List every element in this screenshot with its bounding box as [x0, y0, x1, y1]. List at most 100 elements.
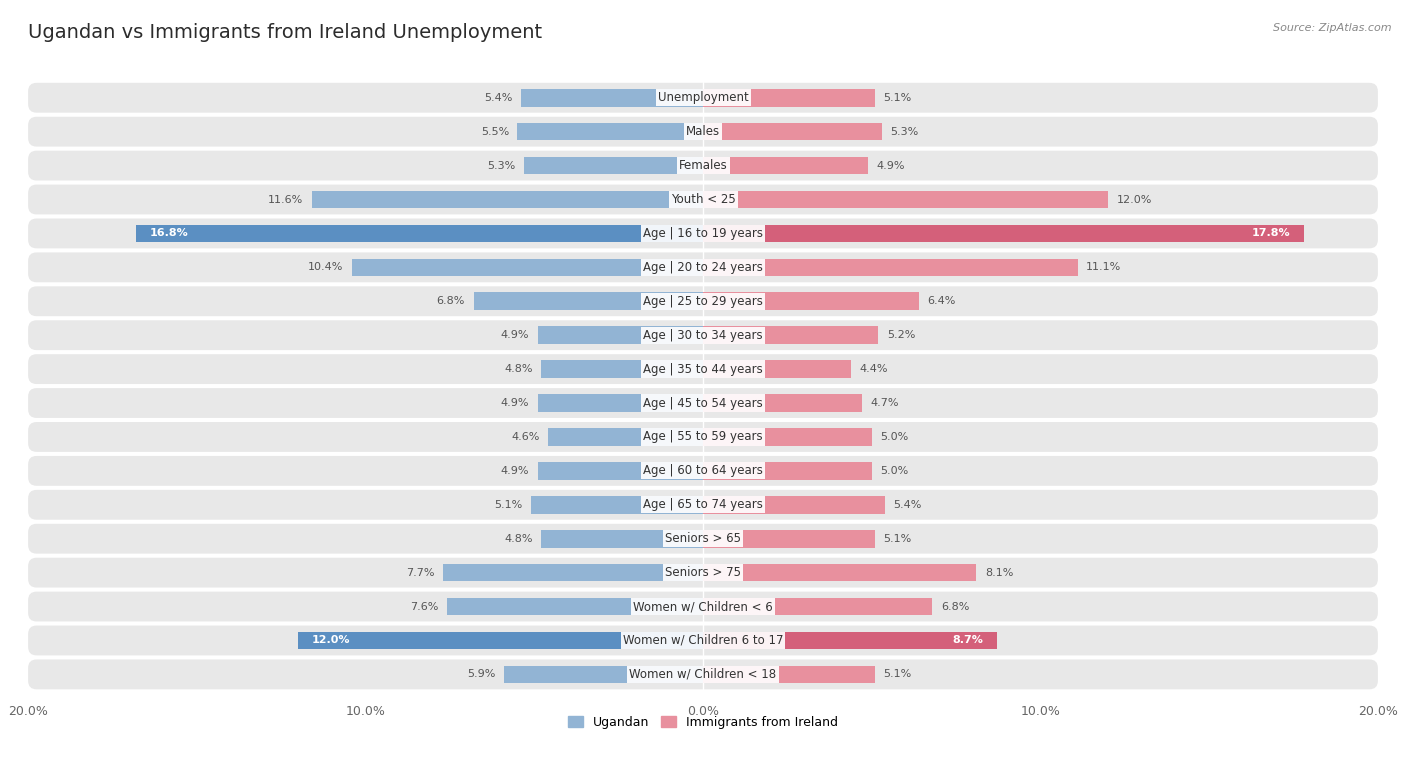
Bar [531, 496, 703, 513]
Bar [703, 394, 862, 412]
FancyBboxPatch shape [28, 422, 1378, 452]
Text: 5.1%: 5.1% [883, 669, 911, 679]
Bar [136, 225, 703, 242]
FancyBboxPatch shape [28, 219, 1378, 248]
Bar [703, 225, 1303, 242]
Text: Women w/ Children 6 to 17: Women w/ Children 6 to 17 [623, 634, 783, 647]
Text: 4.9%: 4.9% [501, 466, 529, 476]
Text: 16.8%: 16.8% [149, 229, 188, 238]
Bar [703, 462, 872, 480]
Text: 5.3%: 5.3% [488, 160, 516, 170]
Bar [703, 191, 1108, 208]
Text: 4.8%: 4.8% [505, 364, 533, 374]
Bar [703, 428, 872, 446]
Text: 17.8%: 17.8% [1251, 229, 1291, 238]
Bar [703, 123, 882, 141]
Bar [541, 530, 703, 547]
Text: Females: Females [679, 159, 727, 172]
Bar [703, 89, 875, 107]
Text: 6.4%: 6.4% [928, 296, 956, 307]
Bar [537, 394, 703, 412]
Text: Males: Males [686, 125, 720, 139]
Bar [352, 259, 703, 276]
FancyBboxPatch shape [28, 490, 1378, 520]
Bar [703, 360, 852, 378]
Bar [443, 564, 703, 581]
Text: 11.6%: 11.6% [269, 195, 304, 204]
Bar [703, 259, 1077, 276]
FancyBboxPatch shape [28, 286, 1378, 316]
Text: 5.1%: 5.1% [883, 93, 911, 103]
Text: 5.1%: 5.1% [495, 500, 523, 509]
FancyBboxPatch shape [28, 592, 1378, 621]
Bar [524, 157, 703, 174]
Bar [537, 462, 703, 480]
Text: 8.7%: 8.7% [952, 635, 983, 646]
Bar [537, 326, 703, 344]
Text: 4.7%: 4.7% [870, 398, 898, 408]
Bar [703, 598, 932, 615]
Bar [503, 665, 703, 684]
Bar [474, 292, 703, 310]
FancyBboxPatch shape [28, 524, 1378, 553]
Bar [703, 157, 869, 174]
Text: 4.8%: 4.8% [505, 534, 533, 544]
Text: Seniors > 65: Seniors > 65 [665, 532, 741, 545]
Text: 6.8%: 6.8% [437, 296, 465, 307]
FancyBboxPatch shape [28, 354, 1378, 384]
Text: 12.0%: 12.0% [1116, 195, 1152, 204]
Text: 10.4%: 10.4% [308, 263, 343, 273]
Bar [703, 530, 875, 547]
Text: 11.1%: 11.1% [1085, 263, 1121, 273]
Bar [703, 292, 920, 310]
Bar [517, 123, 703, 141]
Bar [703, 665, 875, 684]
Bar [312, 191, 703, 208]
Legend: Ugandan, Immigrants from Ireland: Ugandan, Immigrants from Ireland [562, 711, 844, 734]
Text: 4.9%: 4.9% [501, 330, 529, 340]
Text: 4.9%: 4.9% [877, 160, 905, 170]
Text: 5.0%: 5.0% [880, 466, 908, 476]
FancyBboxPatch shape [28, 185, 1378, 214]
Text: Ugandan vs Immigrants from Ireland Unemployment: Ugandan vs Immigrants from Ireland Unemp… [28, 23, 543, 42]
FancyBboxPatch shape [28, 456, 1378, 486]
Bar [703, 496, 886, 513]
Text: Age | 35 to 44 years: Age | 35 to 44 years [643, 363, 763, 375]
FancyBboxPatch shape [28, 625, 1378, 656]
Text: 5.3%: 5.3% [890, 126, 918, 137]
FancyBboxPatch shape [28, 252, 1378, 282]
Bar [703, 326, 879, 344]
Bar [703, 631, 997, 650]
Text: Age | 45 to 54 years: Age | 45 to 54 years [643, 397, 763, 410]
Text: 5.4%: 5.4% [484, 93, 512, 103]
Text: Age | 16 to 19 years: Age | 16 to 19 years [643, 227, 763, 240]
Bar [298, 631, 703, 650]
Text: 7.6%: 7.6% [409, 602, 439, 612]
Text: Age | 55 to 59 years: Age | 55 to 59 years [643, 431, 763, 444]
Text: Age | 65 to 74 years: Age | 65 to 74 years [643, 498, 763, 511]
Bar [447, 598, 703, 615]
Text: Unemployment: Unemployment [658, 92, 748, 104]
FancyBboxPatch shape [28, 558, 1378, 587]
Text: 4.9%: 4.9% [501, 398, 529, 408]
Text: 4.6%: 4.6% [510, 432, 540, 442]
Text: 8.1%: 8.1% [984, 568, 1014, 578]
Text: Source: ZipAtlas.com: Source: ZipAtlas.com [1274, 23, 1392, 33]
FancyBboxPatch shape [28, 83, 1378, 113]
Text: 5.9%: 5.9% [467, 669, 495, 679]
Text: 5.0%: 5.0% [880, 432, 908, 442]
Text: 12.0%: 12.0% [312, 635, 350, 646]
Bar [548, 428, 703, 446]
FancyBboxPatch shape [28, 388, 1378, 418]
Text: Women w/ Children < 18: Women w/ Children < 18 [630, 668, 776, 681]
FancyBboxPatch shape [28, 151, 1378, 180]
Text: Seniors > 75: Seniors > 75 [665, 566, 741, 579]
Text: Age | 20 to 24 years: Age | 20 to 24 years [643, 261, 763, 274]
Bar [703, 564, 976, 581]
Text: 5.4%: 5.4% [894, 500, 922, 509]
Text: 5.2%: 5.2% [887, 330, 915, 340]
Text: 6.8%: 6.8% [941, 602, 969, 612]
Bar [541, 360, 703, 378]
FancyBboxPatch shape [28, 117, 1378, 147]
Text: 7.7%: 7.7% [406, 568, 434, 578]
